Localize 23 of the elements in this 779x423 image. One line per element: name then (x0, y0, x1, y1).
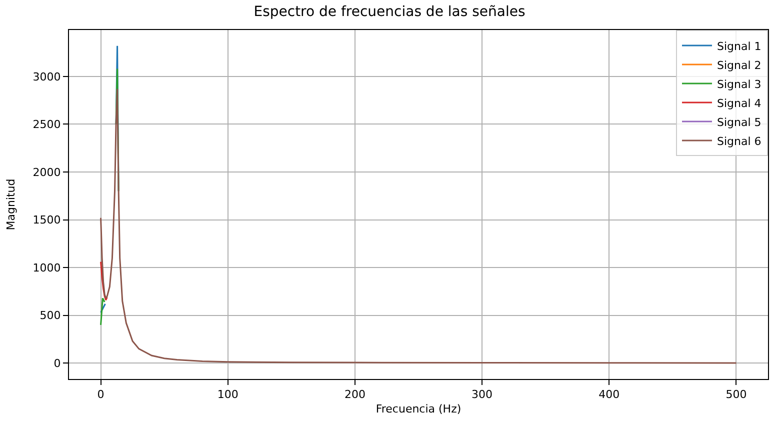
y-tick-label: 500 (40, 309, 61, 322)
line-series (100, 261, 108, 301)
x-tick-label: 500 (726, 388, 747, 402)
y-tick-label: 0 (54, 356, 61, 370)
x-tick-label: 200 (344, 388, 366, 402)
x-axis-title: Frecuencia (Hz) (376, 402, 462, 416)
legend-label: Signal 4 (717, 96, 762, 110)
y-tick-label: 2500 (32, 118, 61, 132)
legend-label: Signal 6 (717, 134, 762, 148)
x-tick-label: 400 (598, 388, 620, 402)
x-tick-label: 100 (217, 388, 238, 402)
y-axis-title: Magnitud (4, 178, 18, 230)
y-tick-label: 3000 (32, 70, 61, 84)
y-tick-label: 1500 (32, 214, 61, 227)
legend-label: Signal 2 (717, 58, 762, 72)
y-tick-label: 1000 (32, 261, 61, 274)
legend-label: Signal 5 (717, 116, 762, 129)
legend-label: Signal 1 (717, 40, 762, 53)
chart-title: Espectro de frecuencias de las señales (254, 4, 526, 20)
x-tick-label: 0 (97, 388, 104, 402)
y-tick-label: 2000 (32, 166, 61, 179)
x-tick-label: 300 (472, 388, 493, 402)
legend-label: Signal 3 (717, 78, 762, 91)
